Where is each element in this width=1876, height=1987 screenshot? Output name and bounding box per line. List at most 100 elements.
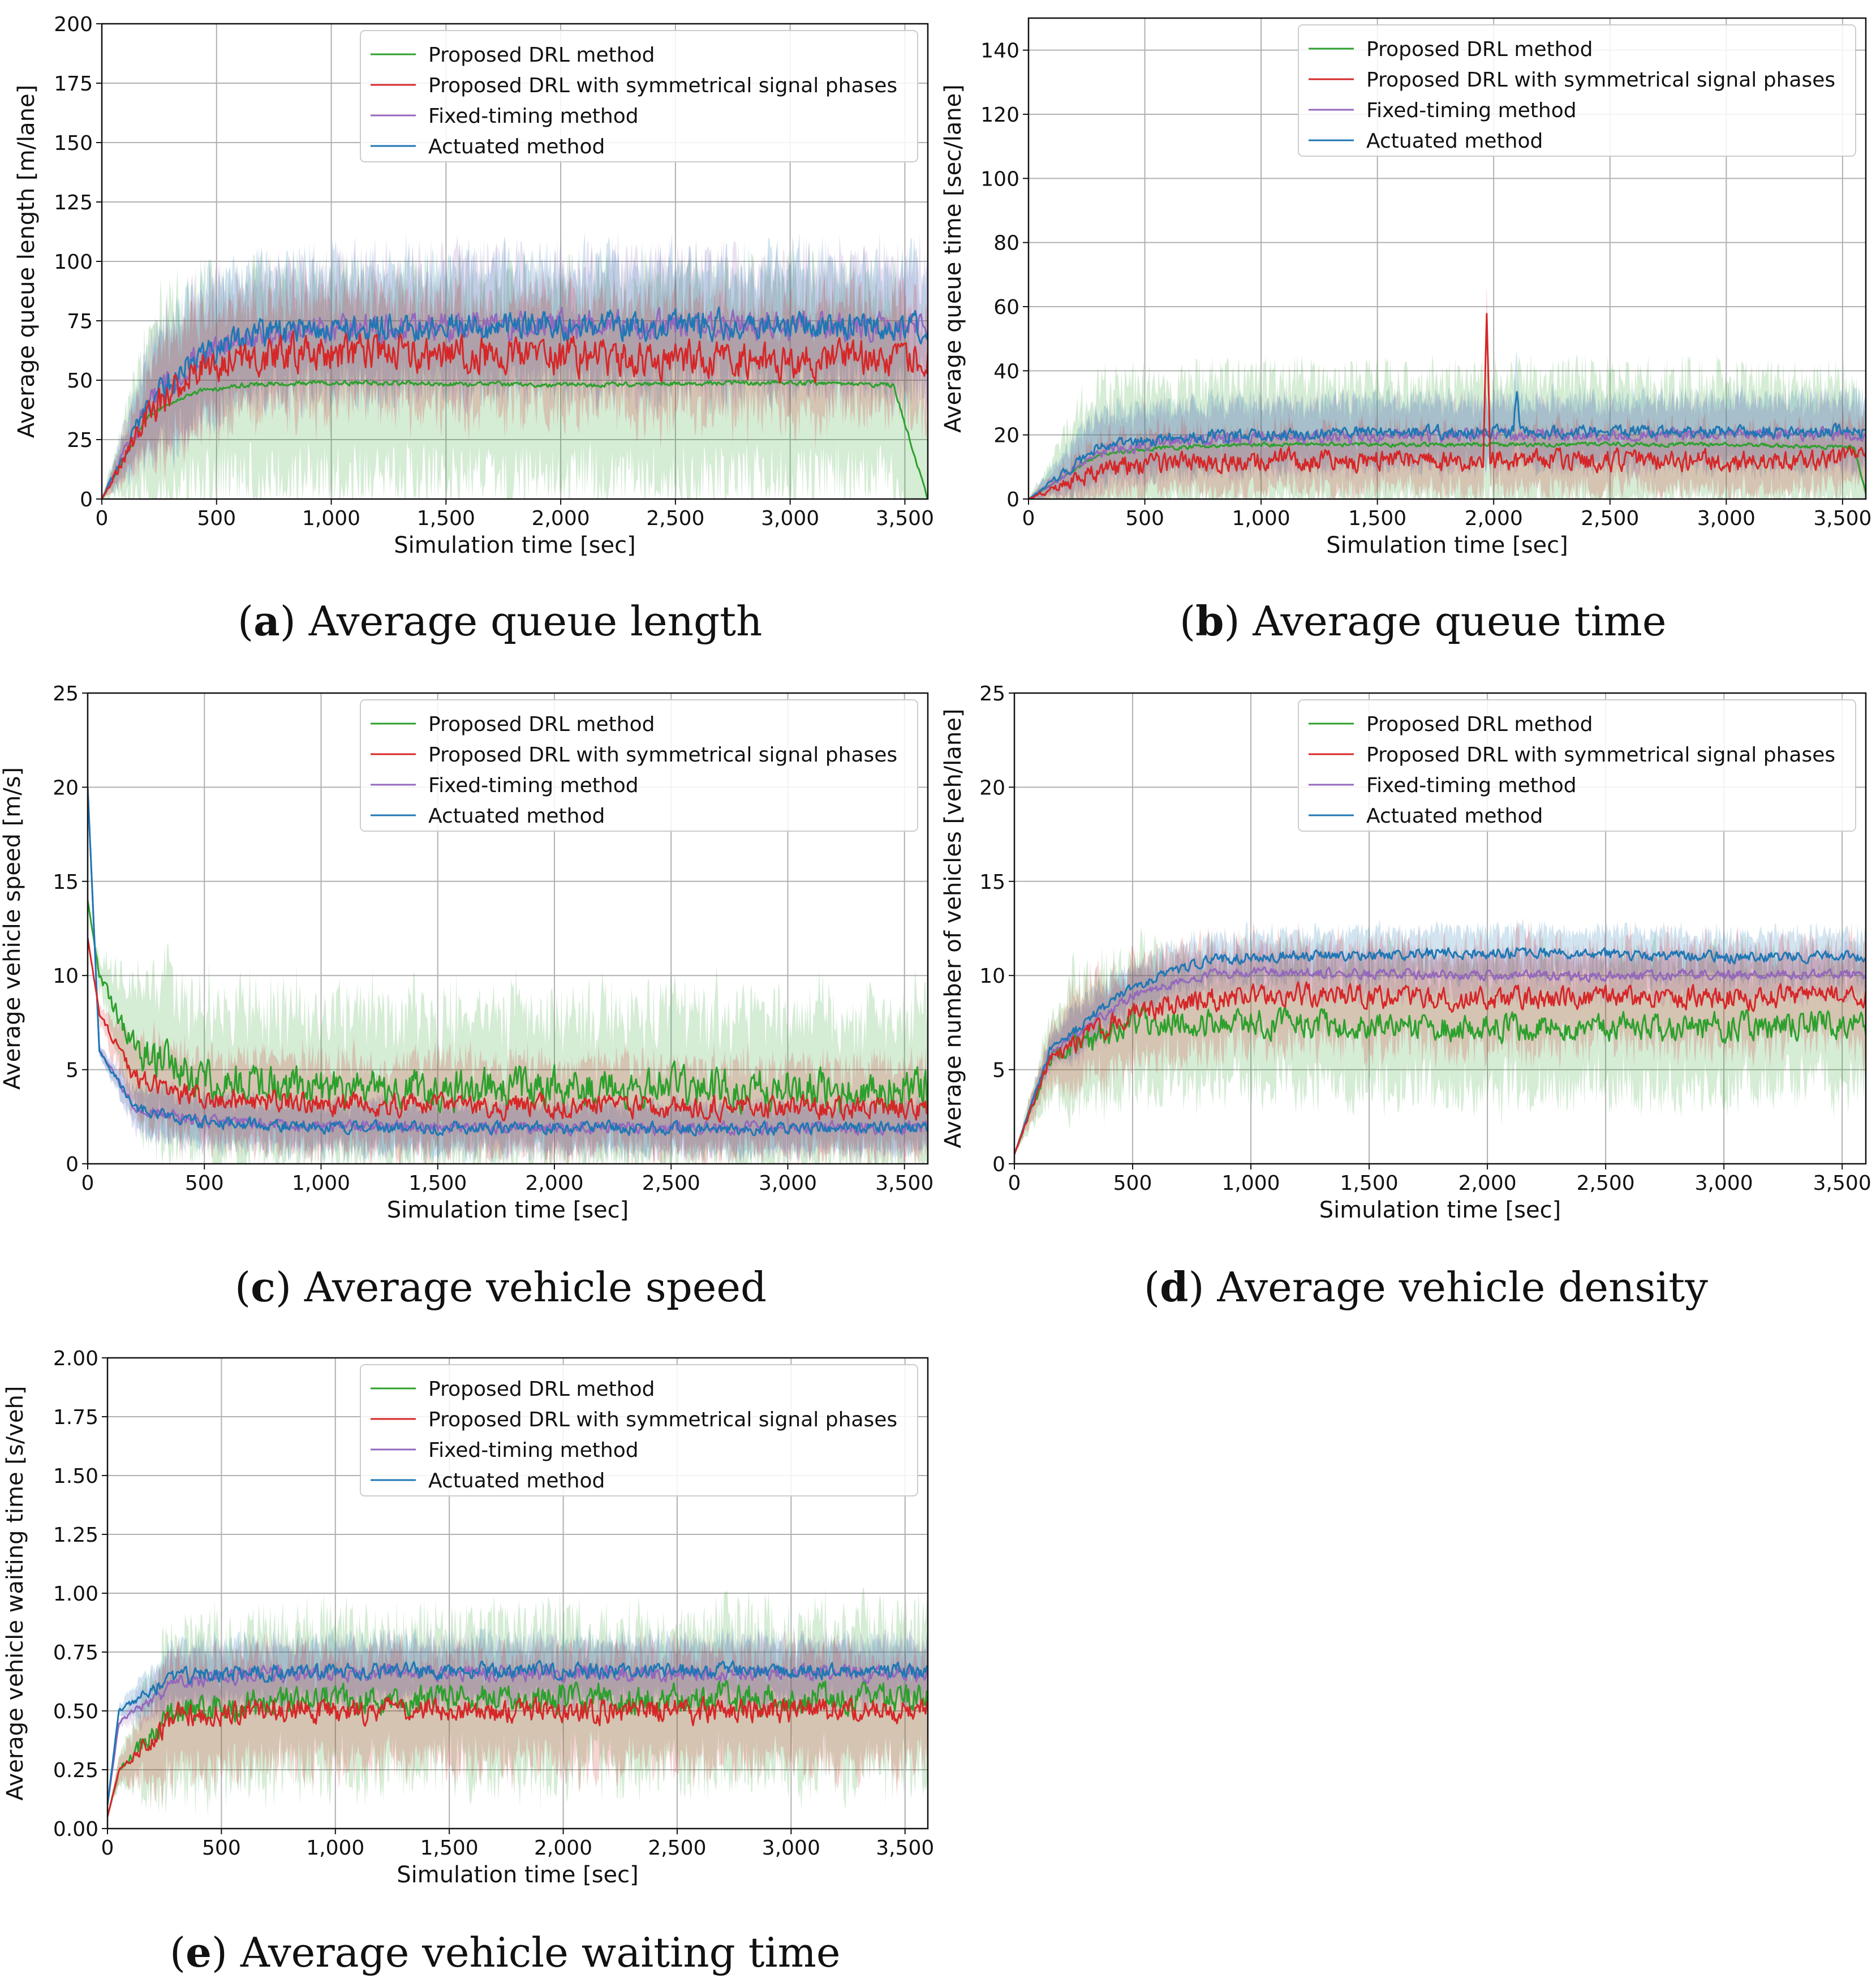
band-fixed-timing-method [102,229,928,499]
series-line-proposed-drl-with-symmetrical-signal-phases [1014,981,1866,1155]
y-tick-label: 5 [992,1059,1005,1082]
legend-label-fixed-timing-method: Fixed-timing method [428,774,639,797]
x-tick-label: 1,000 [1232,507,1290,530]
x-tick-label: 2,000 [525,1172,583,1195]
x-tick-label: 0 [1008,1172,1021,1195]
legend: Proposed DRL method Proposed DRL with sym… [360,1364,918,1496]
y-tick-label: 0.75 [53,1641,98,1665]
plot-area [102,229,928,499]
caption-e: (e) Average vehicle waiting time [170,1928,841,1976]
y-axis-label: Average queue time [sec/lane] [940,84,966,433]
y-tick-label: 20 [993,424,1019,448]
y-tick-label: 5 [66,1059,79,1082]
y-tick-label: 15 [979,871,1005,894]
y-tick-label: 150 [54,132,93,155]
x-tick-label: 2,000 [1465,507,1523,530]
x-tick-label: 500 [202,1837,241,1860]
legend-box [1298,24,1856,157]
y-tick-label: 80 [993,232,1019,255]
y-tick-label: 40 [993,360,1019,383]
x-tick-label: 3,500 [875,1172,933,1195]
y-tick-label: 60 [993,296,1019,319]
y-axis-label: Average vehicle waiting time [s/veh] [2,1386,28,1801]
series-line-proposed-drl-method [102,379,928,499]
y-tick-label: 0 [992,1153,1005,1176]
legend-label-proposed-drl-method: Proposed DRL method [428,44,655,67]
series-line-actuated-method [88,787,928,1137]
y-tick-label: 1.50 [53,1465,98,1488]
y-axis-label: Average number of vehicles [veh/lane] [940,709,966,1149]
x-tick-label: 2,000 [534,1837,592,1860]
x-tick-label: 500 [197,507,236,530]
series-line-proposed-drl-with-symmetrical-signal-phases [102,330,928,499]
x-tick-label: 500 [185,1172,224,1195]
plot-area [1029,283,1866,499]
y-tick-label: 100 [54,251,93,274]
series-line-fixed-timing-method [1014,966,1866,1155]
band-fixed-timing-method [1029,386,1866,499]
band-proposed-drl-method [102,248,928,499]
series-line-proposed-drl-method [1014,1005,1866,1155]
y-tick-label: 15 [53,871,79,894]
x-tick-label: 2,000 [1458,1172,1517,1195]
x-tick-label: 500 [1125,507,1164,530]
band-actuated-method [107,1625,928,1805]
axes-frame [1027,17,1867,500]
x-tick-label: 1,500 [1340,1172,1399,1195]
x-tick-label: 0 [101,1837,114,1860]
series-line-actuated-method [1014,947,1866,1155]
legend-label-proposed-drl-method: Proposed DRL method [428,1378,655,1401]
x-tick-label: 3,500 [1813,507,1871,530]
band-proposed-drl-method [88,900,928,1164]
x-axis-label: Simulation time [sec] [397,1862,639,1888]
legend-label-fixed-timing-method: Fixed-timing method [1366,774,1577,797]
plot-area [107,1586,928,1818]
x-tick-label: 3,000 [1697,507,1755,530]
y-tick-label: 140 [980,40,1019,63]
y-tick-label: 10 [979,965,1005,988]
legend-label-actuated-method: Actuated method [1366,805,1543,828]
chart-b-queue-time: 0 500 1,000 1,500 2,000 2,500 3,000 3,500 0 20 40 6… [940,17,1871,558]
series-line-actuated-method [102,306,928,499]
x-tick-label: 0 [1022,507,1035,530]
x-tick-label: 3,500 [1813,1172,1871,1195]
x-tick-label: 1,500 [1348,507,1406,530]
series-line-proposed-drl-with-symmetrical-signal-phases [1029,313,1866,499]
legend: Proposed DRL method Proposed DRL with sym… [1298,24,1856,157]
band-actuated-method [102,232,928,499]
plot-area [88,787,928,1164]
legend-label-actuated-method: Actuated method [428,135,605,158]
legend-label-proposed-drl-method: Proposed DRL method [428,713,655,736]
x-tick-label: 3,000 [759,1172,817,1195]
series-line-actuated-method [1029,391,1866,499]
x-axis-label: Simulation time [sec] [387,1197,629,1223]
legend: Proposed DRL method Proposed DRL with sym… [360,699,918,832]
x-tick-label: 3,000 [762,1837,820,1860]
y-tick-label: 0 [80,488,93,511]
chart-a-queue-length: 0 500 1,000 1,500 2,000 2,500 3,000 3,500 0 25 50 7… [14,13,934,558]
x-axis-label: Simulation time [sec] [394,532,636,558]
x-tick-label: 2,500 [642,1172,700,1195]
y-tick-label: 25 [53,682,79,706]
y-tick-label: 175 [54,72,93,96]
y-tick-label: 20 [979,776,1005,799]
caption-b: (b) Average queue time [1180,597,1667,645]
series-line-proposed-drl-with-symmetrical-signal-phases [88,937,928,1123]
y-axis-label: Average vehicle speed [m/s] [0,767,25,1090]
band-proposed-drl-with-symmetrical-signal-phases [1014,919,1866,1155]
x-tick-label: 1,000 [306,1837,364,1860]
chart-c-vehicle-speed: 0 500 1,000 1,500 2,000 2,500 3,000 3,500 0 5 10 15… [0,682,933,1223]
legend-label-proposed-drl-with-symmetrical-signal-phases: Proposed DRL with symmetrical signal pha… [428,74,897,97]
band-proposed-drl-method [1014,927,1866,1155]
x-tick-label: 1,000 [302,507,360,530]
chart-e-waiting-time: 0 500 1,000 1,500 2,000 2,500 3,000 3,500 0.00 0.… [2,1347,934,1888]
y-tick-label: 10 [53,965,79,988]
x-tick-label: 500 [1113,1172,1152,1195]
series-line-fixed-timing-method [88,787,928,1137]
legend-label-actuated-method: Actuated method [428,1469,605,1493]
caption-d: (d) Average vehicle density [1144,1263,1708,1311]
y-tick-label: 25 [979,682,1005,706]
y-tick-label: 200 [54,13,93,36]
series-line-actuated-method [107,1660,928,1805]
legend-label-proposed-drl-with-symmetrical-signal-phases: Proposed DRL with symmetrical signal pha… [428,743,897,767]
